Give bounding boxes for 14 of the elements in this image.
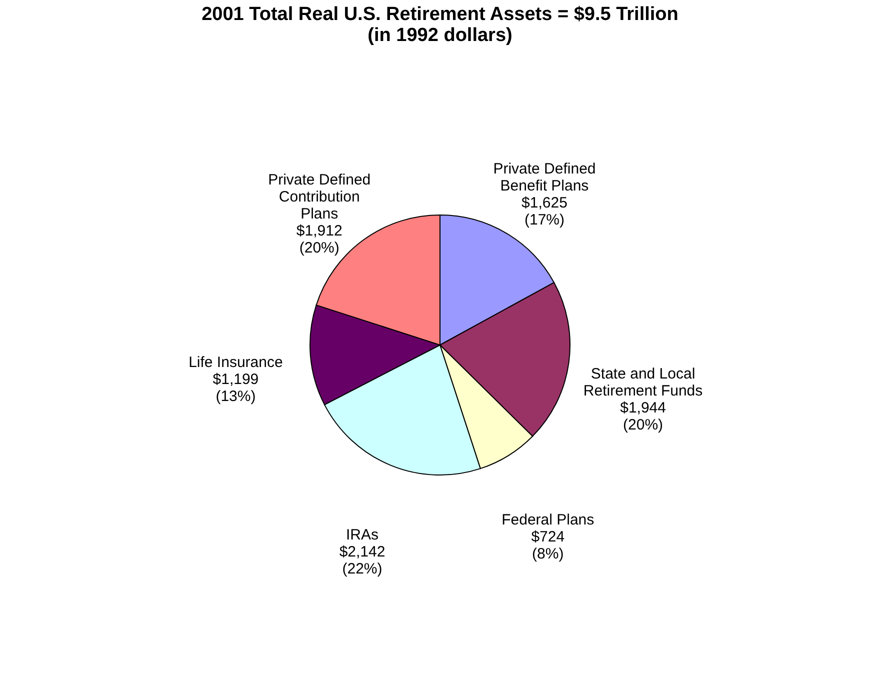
data-label: $1,199 (13%): [212, 370, 259, 405]
slice-label: Life Insurance: [188, 354, 283, 371]
data-label: $2,142 (22%): [339, 544, 386, 578]
slice-label: IRAs: [346, 526, 379, 544]
slice-label: Private Defined Contribution Plans: [268, 171, 371, 222]
data-label: $1,912 (20%): [296, 222, 342, 256]
slice-label: State and Local Retirement Funds: [583, 365, 703, 400]
slice-label: Private Defined Benefit Plans: [493, 160, 596, 195]
data-label: $1,625 (17%): [522, 194, 568, 229]
text: 2001 Total Real U.S. Retirement Assets = $9.5 Trillion: [202, 4, 678, 25]
data-label: $1,944 (20%): [620, 399, 666, 434]
data-label: $724 (8%): [531, 528, 565, 562]
text: (in 1992 dollars): [368, 25, 512, 46]
slice-label: Federal Plans: [502, 511, 594, 528]
